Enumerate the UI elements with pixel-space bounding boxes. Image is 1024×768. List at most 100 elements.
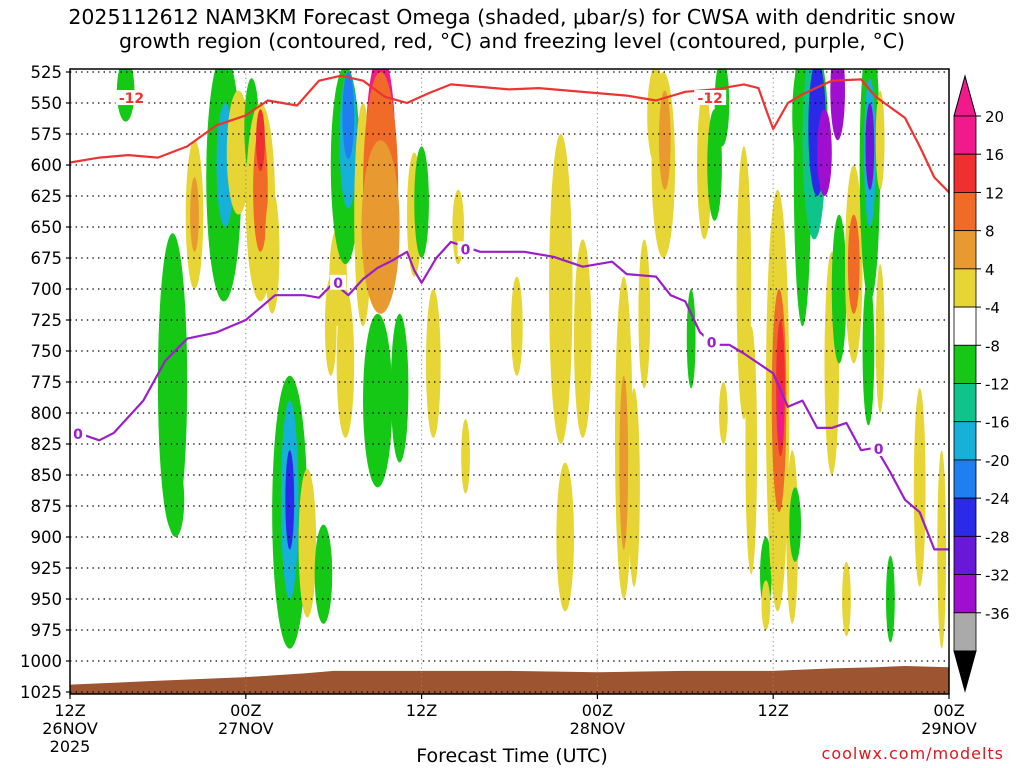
y-tick-label: 875: [31, 497, 63, 516]
colorbar-label: 16: [985, 146, 1004, 164]
colorbar-bin: [953, 344, 977, 384]
x-axis-title: Forecast Time (UTC): [416, 745, 608, 767]
y-tick-label: 775: [31, 373, 63, 392]
colorbar-bin: [953, 115, 977, 155]
freezing-contour-label: 0: [73, 427, 83, 443]
omega-cell: [862, 276, 875, 426]
colorbar-bin: [953, 383, 977, 423]
y-tick-label: 800: [31, 404, 63, 423]
omega-cell: [166, 462, 185, 537]
dgz-contour-label-bg: [694, 90, 727, 106]
omega-cell: [549, 134, 573, 444]
y-tick-label: 725: [31, 311, 63, 330]
colorbar-label: -36: [985, 605, 1010, 623]
freezing-contour-label: 0: [461, 242, 471, 258]
omega-cell: [256, 109, 265, 172]
freezing-contour-label: 0: [333, 276, 343, 292]
colorbar-label: 8: [985, 223, 995, 241]
omega-cell: [875, 264, 885, 413]
colorbar-bin: [953, 192, 977, 232]
omega-cell: [253, 127, 268, 252]
colorbar-label: 4: [985, 261, 995, 279]
omega-cell: [390, 313, 409, 463]
omega-cell: [718, 382, 728, 444]
colorbar-label: -28: [985, 528, 1010, 546]
x-tick-label: 28NOV: [570, 719, 626, 738]
y-tick-label: 825: [31, 435, 63, 454]
y-tick-label: 925: [31, 559, 63, 578]
freezing-contour-label-bg: [70, 426, 87, 442]
y-tick-label: 600: [31, 156, 63, 175]
omega-cell: [831, 214, 847, 364]
omega-shading: [116, 69, 947, 649]
omega-cell: [298, 468, 317, 618]
colorbar-label: 12: [985, 184, 1004, 202]
grid: [70, 69, 949, 694]
x-tick-label: 12Z: [54, 701, 85, 720]
x-tick-label: 26NOV: [42, 719, 98, 738]
colorbar-bin: [953, 153, 977, 193]
y-tick-label: 1000: [20, 652, 62, 671]
y-tick-label: 700: [31, 280, 63, 299]
colorbar-label: -32: [985, 567, 1010, 585]
colorbar-bin: [953, 574, 977, 614]
colorbar-label: -24: [985, 490, 1010, 508]
omega-cell: [573, 239, 592, 438]
freezing-contour-label-bg: [703, 334, 720, 350]
colorbar-label: -12: [985, 376, 1010, 394]
x-tick-label: 00Z: [230, 701, 261, 720]
freezing-contour-label: 0: [707, 335, 717, 351]
omega-cell: [190, 177, 199, 252]
chart-title-line-2: growth region (contoured, red, °C) and f…: [118, 29, 906, 53]
terrain-area: [70, 666, 949, 694]
omega-cell: [157, 233, 188, 531]
y-tick-label: 525: [31, 63, 63, 82]
dgz-contour-line: [70, 74, 949, 194]
colorbar-label: -20: [985, 452, 1010, 470]
y-tick-label: 950: [31, 590, 63, 609]
y-axis: 525 550 575 600 625 650 675 700 725 750 775 800 825 8…: [20, 63, 70, 702]
omega-cell: [830, 69, 845, 141]
omega-cell: [226, 90, 251, 215]
x-tick-label: 2025: [50, 737, 91, 756]
omega-cell: [628, 388, 640, 587]
omega-cell: [363, 313, 393, 488]
omega-cell: [913, 388, 926, 587]
omega-cell: [461, 419, 470, 494]
omega-cell: [425, 289, 441, 438]
x-tick-label: 00Z: [933, 701, 964, 720]
colorbar-bin: [953, 535, 977, 575]
omega-cell: [619, 375, 629, 550]
x-tick-label: 12Z: [406, 701, 437, 720]
omega-cell: [314, 524, 333, 624]
omega-cell: [697, 90, 712, 240]
omega-cell: [777, 382, 784, 444]
omega-cell: [847, 214, 860, 314]
dgz-contour-label: -12: [119, 91, 144, 107]
x-tick-label: 00Z: [582, 701, 613, 720]
colorbar-over-triangle: [953, 74, 977, 117]
omega-cell: [789, 487, 802, 562]
y-tick-label: 550: [31, 94, 63, 113]
y-tick-label: 900: [31, 528, 63, 547]
freezing-level-contour-line: [70, 240, 949, 551]
omega-cell: [745, 326, 758, 575]
omega-cell: [658, 90, 671, 190]
colorbar: 20 16 12 8 4 -4 -8 -12 -16 -20 -24 -28 -32 -36: [953, 74, 1010, 693]
colorbar-bin: [953, 459, 977, 499]
omega-cell: [361, 140, 400, 314]
terrain-fill: [70, 666, 949, 694]
omega-cell: [556, 462, 574, 612]
colorbar-under-triangle: [953, 650, 977, 693]
y-tick-label: 650: [31, 218, 63, 237]
freezing-contour-label-bg: [330, 274, 347, 290]
omega-cell: [336, 289, 355, 438]
colorbar-bin: [953, 421, 977, 461]
colorbar-label: -4: [985, 299, 1000, 317]
freezing-contour-label-bg: [870, 440, 887, 456]
colorbar-label: 20: [985, 108, 1004, 126]
omega-cell: [865, 102, 875, 190]
colorbar-bin: [953, 497, 977, 537]
